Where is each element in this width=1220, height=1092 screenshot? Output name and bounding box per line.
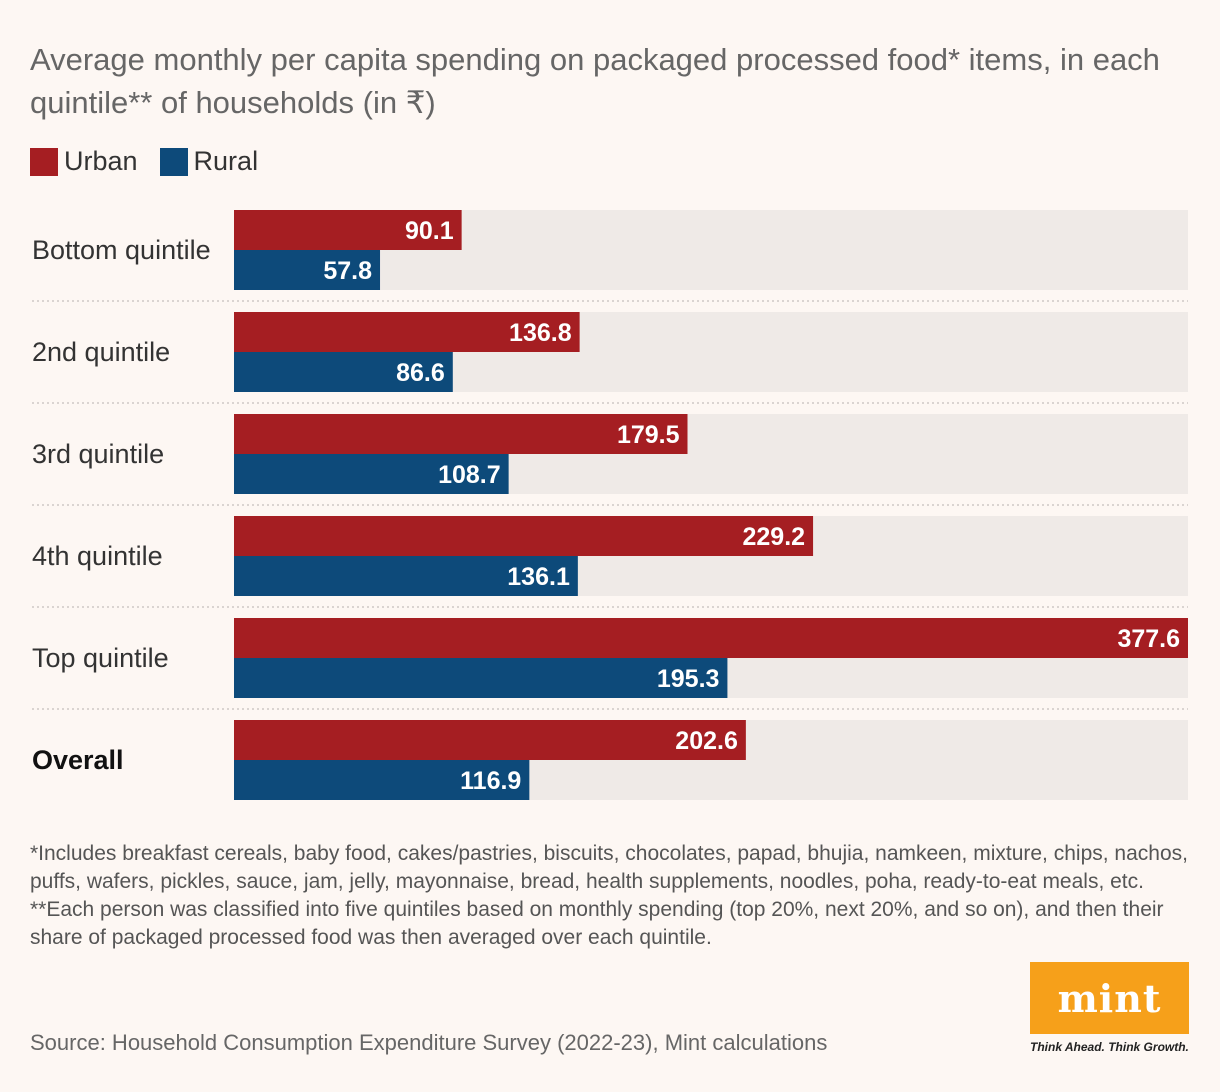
value-label-rural-bottom-quintile: 57.8 xyxy=(323,257,372,285)
value-label-urban-bottom-quintile: 90.1 xyxy=(405,217,454,245)
legend-swatch-urban xyxy=(30,147,58,176)
legend-label-urban: Urban xyxy=(64,146,138,176)
category-label-2nd-quintile: 2nd quintile xyxy=(32,337,170,367)
value-label-rural-3rd-quintile: 108.7 xyxy=(438,461,501,489)
value-label-urban-4th-quintile: 229.2 xyxy=(743,523,806,551)
mint-logo-wordmark: mint xyxy=(1057,975,1162,1021)
value-label-urban-2nd-quintile: 136.8 xyxy=(509,319,572,347)
category-label-overall: Overall xyxy=(32,745,124,775)
value-label-rural-top-quintile: 195.3 xyxy=(657,665,720,693)
source-note: Source: Household Consumption Expenditur… xyxy=(30,1030,828,1055)
category-label-bottom-quintile: Bottom quintile xyxy=(32,235,211,265)
category-label-top-quintile: Top quintile xyxy=(32,643,169,673)
row-background-overall xyxy=(234,720,1188,800)
footnote: *Includes breakfast cereals, baby food, … xyxy=(30,842,1188,949)
bar-urban-top-quintile xyxy=(234,618,1188,658)
value-label-urban-top-quintile: 377.6 xyxy=(1117,625,1180,653)
bar-rural-2nd-quintile xyxy=(234,352,453,392)
bar-rural-top-quintile xyxy=(234,658,728,698)
category-label-4th-quintile: 4th quintile xyxy=(32,541,163,571)
bar-rural-overall xyxy=(234,760,530,800)
row-background-bottom-quintile xyxy=(234,210,1188,290)
bar-rural-bottom-quintile xyxy=(234,250,381,290)
bar-urban-overall xyxy=(234,720,746,760)
legend-item-rural: Rural xyxy=(159,146,259,177)
value-label-rural-overall: 116.9 xyxy=(460,767,521,795)
bar-rural-4th-quintile xyxy=(234,556,578,596)
row-background-2nd-quintile xyxy=(234,312,1188,392)
value-label-urban-3rd-quintile: 179.5 xyxy=(617,421,680,449)
legend-item-urban: Urban xyxy=(30,146,138,177)
value-label-rural-4th-quintile: 136.1 xyxy=(507,563,570,591)
bar-urban-4th-quintile xyxy=(234,516,814,556)
bar-urban-2nd-quintile xyxy=(234,312,580,352)
row-background-4th-quintile xyxy=(234,516,1188,596)
bar-urban-3rd-quintile xyxy=(234,414,688,454)
bar-rural-3rd-quintile xyxy=(234,454,509,494)
value-label-urban-overall: 202.6 xyxy=(675,727,738,755)
row-background-3rd-quintile xyxy=(234,414,1188,494)
value-label-rural-2nd-quintile: 86.6 xyxy=(396,359,445,387)
bar-urban-bottom-quintile xyxy=(234,210,462,250)
category-label-3rd-quintile: 3rd quintile xyxy=(32,439,164,469)
mint-logo: mint xyxy=(1030,962,1189,1034)
legend-label-rural: Rural xyxy=(193,146,259,176)
legend: Urban Rural xyxy=(30,146,280,177)
row-background-top-quintile xyxy=(234,618,1188,698)
legend-swatch-rural xyxy=(159,147,188,176)
mint-tagline: Think Ahead. Think Growth. xyxy=(1030,1040,1189,1054)
chart-title: Average monthly per capita spending on p… xyxy=(30,42,1160,120)
